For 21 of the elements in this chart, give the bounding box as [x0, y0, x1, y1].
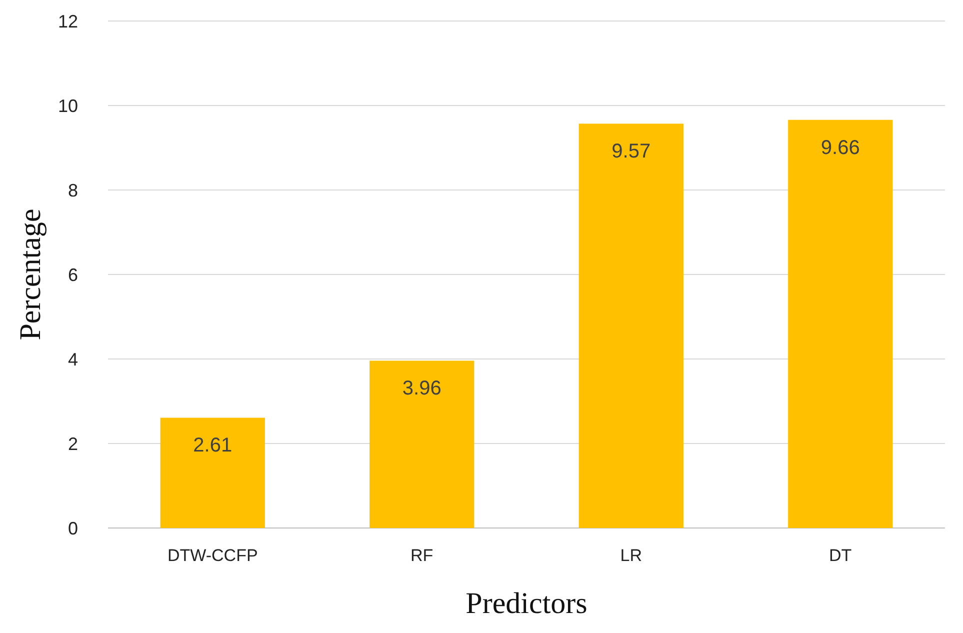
y-tick-label: 4 [68, 349, 78, 370]
y-tick-label: 2 [68, 434, 78, 454]
x-tick-label: LR [620, 546, 642, 565]
x-axis-title: Predictors [466, 587, 588, 620]
y-tick-label: 12 [58, 11, 78, 32]
data-label: 9.57 [612, 140, 651, 163]
x-tick-label: RF [410, 546, 434, 565]
x-tick-label: DT [829, 546, 852, 565]
y-tick-label: 8 [68, 180, 78, 200]
bar [370, 360, 474, 528]
bar [788, 120, 893, 528]
data-label: 2.61 [193, 434, 232, 457]
bar [160, 418, 265, 528]
y-tick-label: 10 [58, 96, 78, 116]
x-tick-label: DTW-CCFP [167, 546, 258, 565]
y-axis-title: Percentage [14, 208, 47, 340]
data-label: 3.96 [402, 378, 442, 400]
bar [578, 124, 684, 528]
y-tick-label: 0 [68, 518, 78, 538]
data-label: 9.66 [820, 136, 860, 159]
y-tick-label: 6 [68, 264, 78, 285]
